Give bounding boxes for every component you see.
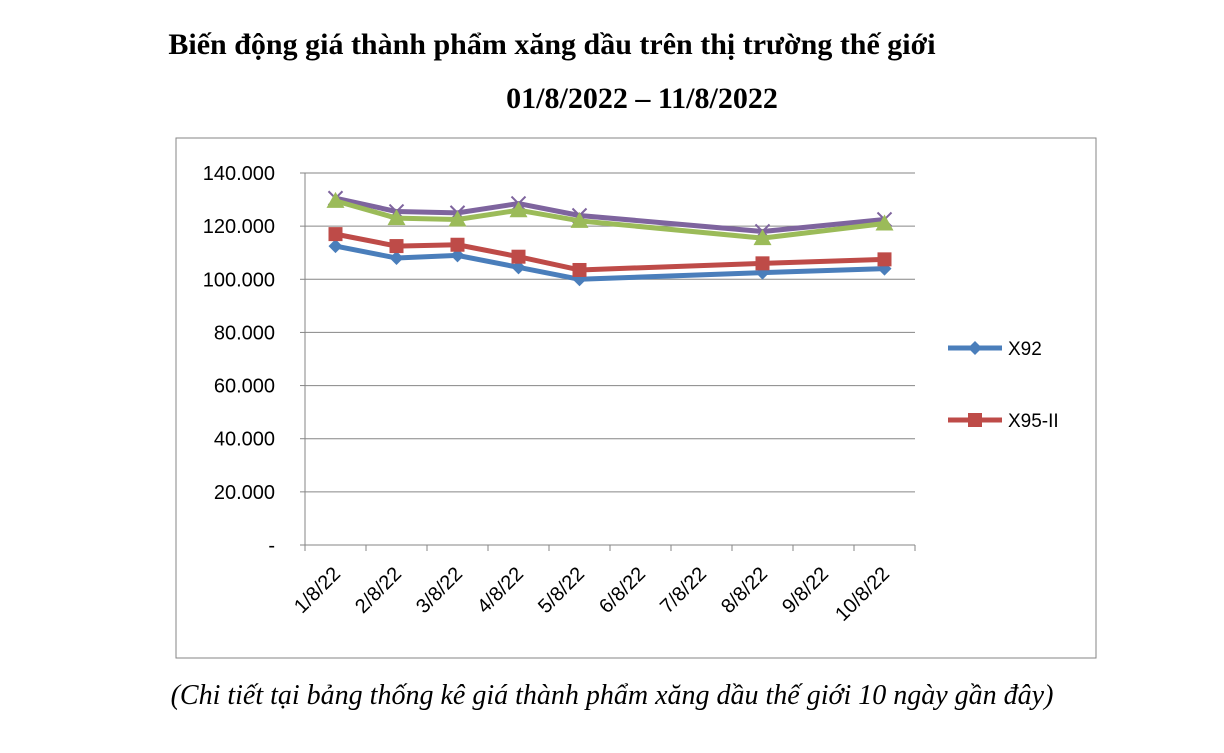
series-group — [326, 190, 894, 287]
data-point — [448, 210, 467, 227]
chart-caption: (Chi tiết tại bảng thống kê giá thành ph… — [170, 680, 1054, 711]
data-point — [511, 249, 526, 264]
data-point — [968, 341, 982, 355]
y-tick-label: 60.000 — [214, 376, 275, 398]
data-point — [328, 239, 343, 254]
data-point — [389, 251, 404, 266]
data-point — [753, 229, 772, 246]
legend-label: X95-II — [1008, 411, 1059, 432]
data-point — [450, 248, 465, 263]
data-point — [326, 191, 345, 208]
data-point — [572, 262, 587, 277]
legend-item: X92 — [948, 339, 1042, 360]
chart-subtitle: 01/8/2022 – 11/8/2022 — [506, 82, 778, 115]
y-tick-label: 140.000 — [203, 163, 275, 185]
legend-item: X95-II — [948, 411, 1059, 432]
data-point — [450, 237, 465, 252]
data-point — [755, 256, 770, 271]
y-tick-label: - — [268, 535, 275, 557]
y-tick-label: 20.000 — [214, 482, 275, 504]
chart-title: Biến động giá thành phẩm xăng dầu trên t… — [168, 28, 936, 61]
data-point — [570, 211, 589, 228]
series-2 — [326, 191, 894, 246]
data-point — [389, 239, 404, 254]
data-point — [387, 209, 406, 226]
y-tick-label: 100.000 — [203, 269, 275, 291]
data-point — [968, 413, 982, 427]
data-point — [877, 252, 892, 267]
y-tick-label: 80.000 — [214, 322, 275, 344]
data-point — [875, 214, 894, 231]
data-point — [511, 260, 526, 275]
data-point — [328, 227, 343, 242]
legend-label: X92 — [1008, 339, 1042, 360]
y-tick-label: 120.000 — [203, 216, 275, 238]
data-point — [509, 201, 528, 218]
legend: X92 X95-II — [948, 339, 1059, 432]
y-tick-label: 40.000 — [214, 429, 275, 451]
series-1 — [328, 227, 892, 277]
